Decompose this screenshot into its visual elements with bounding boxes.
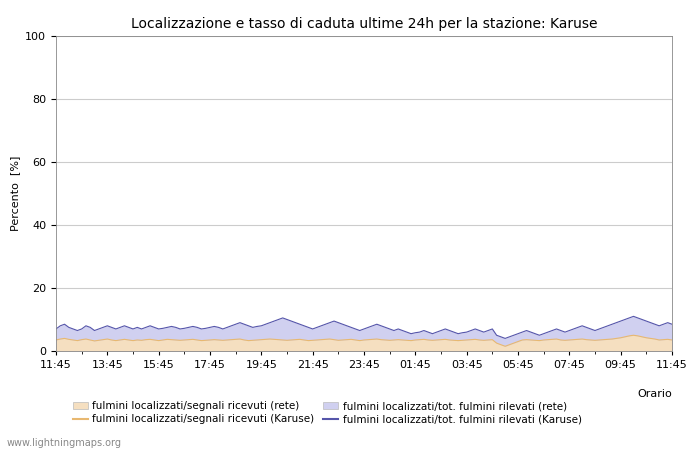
Title: Localizzazione e tasso di caduta ultime 24h per la stazione: Karuse: Localizzazione e tasso di caduta ultime … xyxy=(131,17,597,31)
Y-axis label: Percento  [%]: Percento [%] xyxy=(10,156,20,231)
Text: www.lightningmaps.org: www.lightningmaps.org xyxy=(7,438,122,448)
Legend: fulmini localizzati/segnali ricevuti (rete), fulmini localizzati/segnali ricevut: fulmini localizzati/segnali ricevuti (re… xyxy=(69,397,586,428)
Text: Orario: Orario xyxy=(637,389,672,399)
